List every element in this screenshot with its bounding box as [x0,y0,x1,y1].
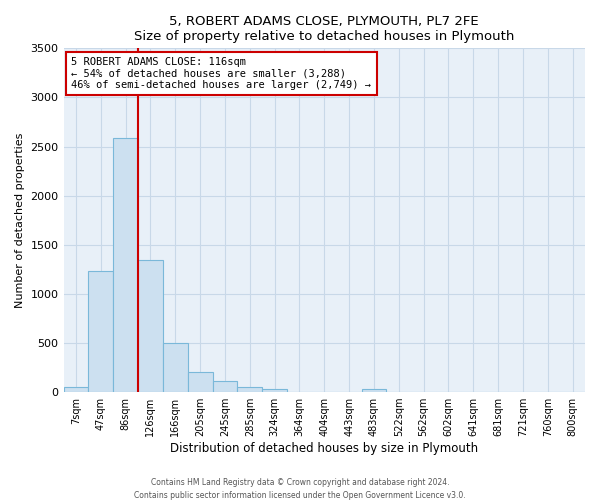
Y-axis label: Number of detached properties: Number of detached properties [15,132,25,308]
Bar [362,389,386,392]
Text: Contains HM Land Registry data © Crown copyright and database right 2024.
Contai: Contains HM Land Registry data © Crown c… [134,478,466,500]
Bar [262,389,287,392]
Bar [163,343,188,392]
Bar [188,372,212,392]
Bar [113,138,138,392]
Text: 5 ROBERT ADAMS CLOSE: 116sqm
← 54% of detached houses are smaller (3,288)
46% of: 5 ROBERT ADAMS CLOSE: 116sqm ← 54% of de… [71,57,371,90]
Bar [88,272,113,392]
Bar [138,260,163,392]
Bar [238,387,262,392]
Bar [212,381,238,392]
Title: 5, ROBERT ADAMS CLOSE, PLYMOUTH, PL7 2FE
Size of property relative to detached h: 5, ROBERT ADAMS CLOSE, PLYMOUTH, PL7 2FE… [134,15,514,43]
Bar [64,386,88,392]
X-axis label: Distribution of detached houses by size in Plymouth: Distribution of detached houses by size … [170,442,478,455]
